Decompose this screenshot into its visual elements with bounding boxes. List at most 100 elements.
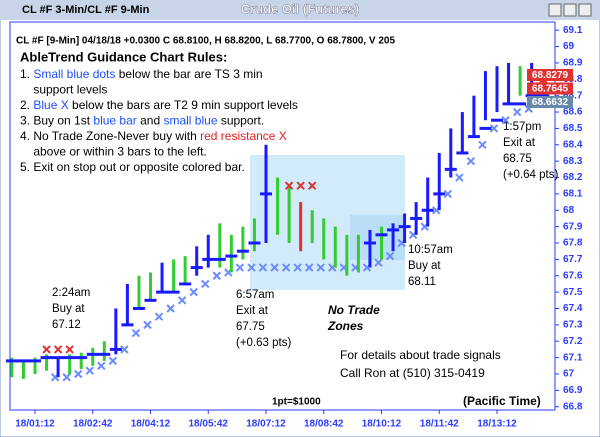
ts-support-dot [109, 347, 122, 351]
x-tick-label: 18/08:42 [304, 419, 344, 430]
ts-support-dot [179, 282, 192, 286]
ts-support-dot [167, 290, 180, 294]
price-bar [472, 95, 476, 137]
ts-support-dot [502, 102, 515, 106]
price-bar [229, 234, 233, 273]
t2-support-x [177, 296, 187, 305]
rule-line: 4. No Trade Zone-Never buy with red resi… [20, 129, 287, 143]
resistance-x [53, 345, 63, 354]
price-bar [426, 177, 430, 227]
price-tag-label: 68.7645 [532, 84, 569, 95]
price-tag [527, 96, 573, 108]
resistance-x [284, 181, 294, 190]
price-bar [449, 128, 453, 178]
x-tick-label: 18/11:42 [420, 419, 459, 430]
y-tick-label: 67.3 [563, 320, 583, 331]
price-bar [345, 234, 349, 276]
t2-support-x [443, 189, 453, 199]
rule-segment: 4. No Trade Zone-Never buy with [20, 129, 200, 143]
ts-support-dot [52, 356, 65, 360]
ts-support-dot [29, 359, 41, 363]
y-tick-label: 66.9 [563, 385, 583, 396]
t2-support-x [512, 107, 522, 117]
trade-annotation: (+0.63 pts) [236, 337, 291, 349]
y-tick-label: 67.5 [563, 287, 583, 298]
ts-support-dot [156, 290, 169, 294]
price-bar [460, 112, 464, 153]
price-bar [206, 234, 210, 268]
price-bar [183, 256, 187, 284]
ts-support-dot [363, 241, 376, 245]
ts-support-dot [260, 192, 272, 196]
t2-support-x [143, 320, 152, 330]
t2-support-x [270, 263, 279, 272]
t2-support-x [281, 263, 291, 272]
y-tick-label: 67.4 [563, 303, 583, 314]
y-tick-label: 68.4 [563, 139, 583, 150]
minimize-button[interactable] [548, 3, 562, 17]
ts-support-dot [387, 228, 400, 232]
price-bar [276, 177, 280, 235]
price-bar [33, 357, 37, 374]
price-bar [437, 152, 441, 211]
resistance-x [296, 181, 305, 190]
chart-header: CL #F [9-Min] 04/18/18 +0.0300 C 68.8100… [16, 36, 395, 47]
rule-segment: 5. Exit on stop out or opposite colored … [20, 160, 245, 174]
close-button[interactable] [578, 3, 592, 17]
trade-annotation: 67.75 [236, 321, 265, 333]
t2-support-x [120, 345, 129, 354]
rules-title: AbleTrend Guidance Chart Rules: [20, 49, 227, 64]
price-bar [356, 234, 360, 273]
t2-support-x [62, 373, 71, 382]
t2-support-x [85, 366, 94, 375]
price-bar [172, 259, 176, 293]
maximize-button[interactable] [563, 3, 577, 17]
price-bar [10, 357, 14, 378]
y-tick-label: 68.2 [563, 172, 583, 183]
price-bar [287, 185, 291, 244]
x-tick-label: 18/10:12 [362, 419, 402, 430]
x-tick-label: 18/07:12 [246, 419, 286, 430]
price-bar [195, 246, 199, 276]
t2-support-x [385, 251, 395, 261]
x-tick-label: 18/01:12 [15, 419, 55, 430]
title-bar [0, 0, 600, 20]
price-bar [299, 202, 303, 252]
trade-annotation: 6:57am [236, 289, 274, 301]
zone-label: Zones [327, 319, 364, 333]
t2-support-x [97, 361, 106, 371]
trade-annotation: 10:57am [408, 244, 453, 256]
rule-segment: blue bar [93, 114, 136, 128]
rule-segment: 2. [20, 98, 33, 112]
rule-line: above or within 3 bars to the left. [20, 145, 207, 159]
x-tick-label: 18/05:42 [189, 419, 229, 430]
x-tick-label: 18/13:12 [477, 419, 517, 430]
ts-support-dot [98, 352, 111, 356]
trade-annotation: Buy at [52, 303, 85, 315]
y-tick-label: 69 [563, 41, 575, 52]
price-bar [79, 352, 83, 370]
price-bar [114, 308, 118, 355]
ts-support-dot [421, 208, 434, 212]
ts-support-dot [132, 306, 145, 310]
price-bar [507, 62, 511, 104]
t2-support-x [247, 263, 256, 272]
price-bar [68, 354, 72, 374]
price-bar [241, 226, 245, 260]
y-tick-label: 67.7 [563, 254, 583, 265]
y-tick-label: 68.3 [563, 156, 583, 167]
trade-annotation: 2:24am [52, 287, 90, 299]
rule-segment: support. [218, 114, 265, 128]
ts-support-dot [491, 118, 503, 122]
ts-support-dot [479, 126, 492, 130]
rule-line: 5. Exit on stop out or opposite colored … [20, 160, 245, 174]
t2-support-x [489, 124, 499, 133]
ts-support-dot [40, 356, 53, 360]
price-bar [56, 357, 60, 378]
ts-support-dot [63, 356, 76, 360]
price-bar [391, 223, 395, 252]
t2-support-x [501, 116, 510, 125]
y-tick-label: 67.8 [563, 238, 583, 249]
price-bar [102, 341, 106, 361]
ts-support-dot [213, 257, 226, 261]
